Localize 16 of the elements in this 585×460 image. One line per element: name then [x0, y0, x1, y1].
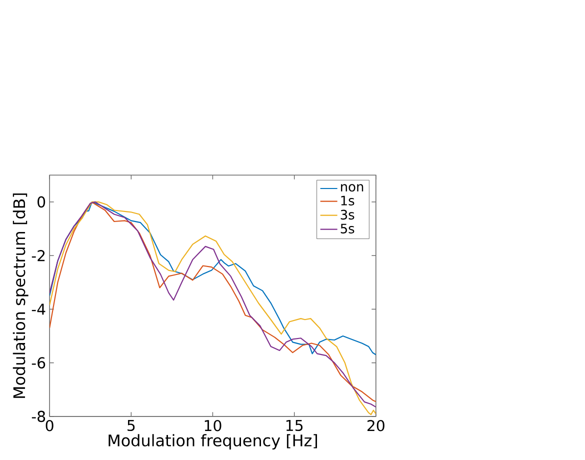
y-tick-label: -4: [32, 304, 46, 314]
legend-label: 1s: [341, 196, 354, 206]
y-axis-title: Modulation spectrum [dB]: [12, 193, 28, 398]
legend-label: 3s: [340, 210, 354, 220]
x-tick-label: 10: [204, 420, 222, 432]
y-tick-label: -2: [32, 250, 45, 261]
y-tick-label: 0: [38, 196, 46, 208]
legend-label: 5s: [340, 224, 354, 234]
x-tick-label: 0: [46, 420, 54, 432]
legend-label: non: [341, 184, 364, 192]
x-tick-label: 15: [286, 420, 303, 431]
x-tick-label: 5: [128, 420, 135, 431]
y-tick-label: -8: [32, 410, 46, 422]
x-tick-label: 20: [367, 420, 384, 432]
y-tick-label: -6: [32, 356, 46, 368]
x-axis-title: Modulation frequency [Hz]: [108, 434, 317, 450]
